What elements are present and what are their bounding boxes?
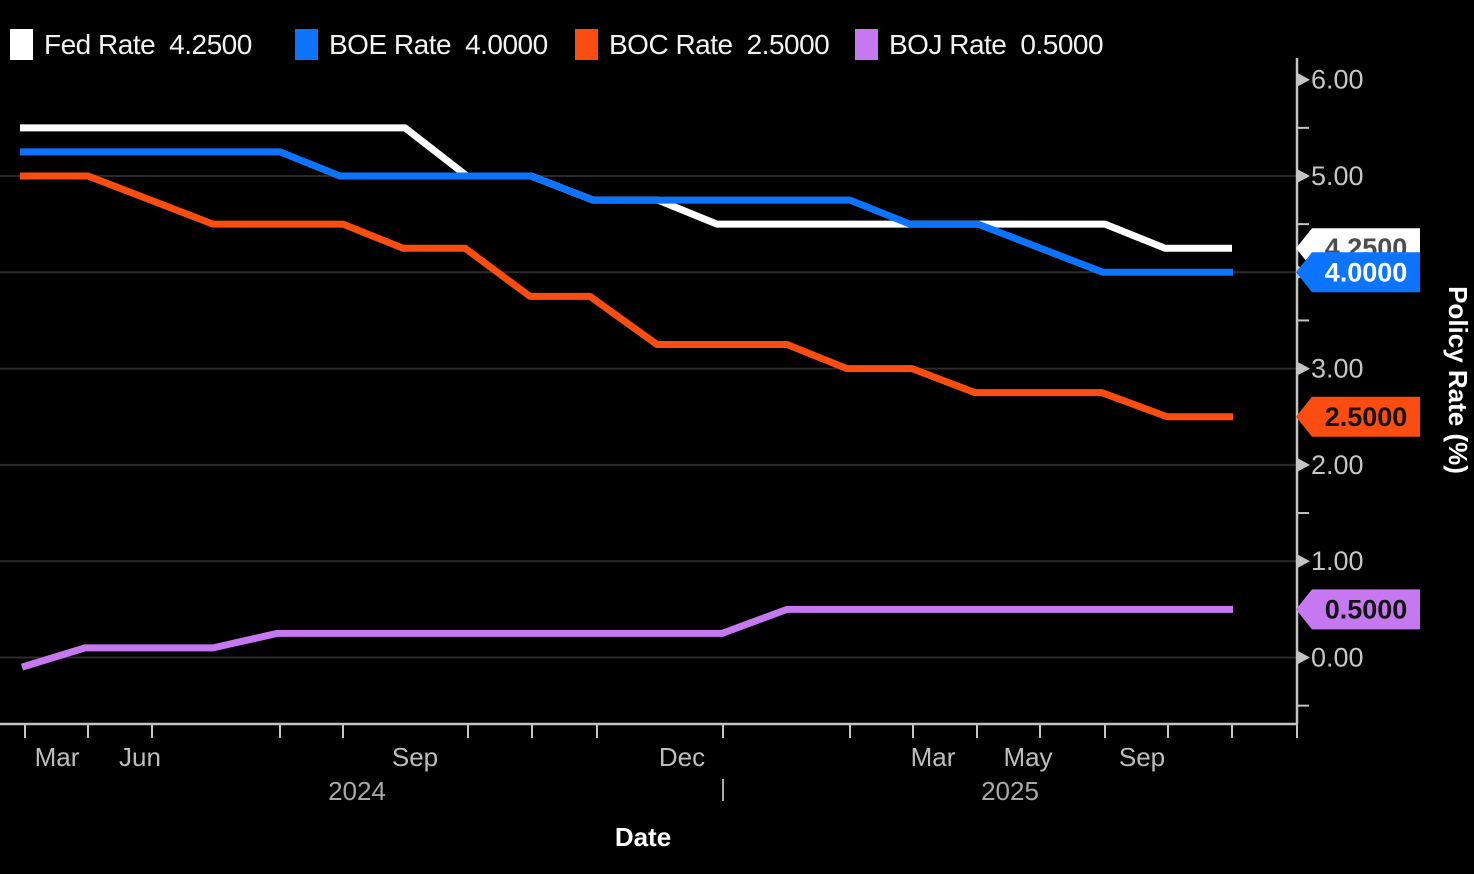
x-tick-label-dec-3: Dec xyxy=(659,742,705,772)
boe-swatch xyxy=(295,29,318,60)
boc-swatch xyxy=(575,29,598,60)
x-tick-label-mar-4: Mar xyxy=(911,742,956,772)
x-tick-label-sep-2: Sep xyxy=(392,742,438,772)
x-axis-title: Date xyxy=(615,822,671,852)
boj-badge-value: 0.5000 xyxy=(1325,594,1408,624)
boe-rate-line xyxy=(20,148,1233,276)
y-tick-arrow-3.00 xyxy=(1297,361,1310,376)
boj-swatch xyxy=(855,29,878,60)
legend-value: 4.2500 xyxy=(169,29,252,60)
boj-rate-line xyxy=(20,605,1233,671)
boc-rate-line xyxy=(20,172,1233,421)
y-tick-arrow-2.00 xyxy=(1297,457,1310,472)
y-tick-label-1.00: 1.00 xyxy=(1311,546,1364,576)
legend-value: 0.5000 xyxy=(1020,29,1104,60)
x-tick-label-may-5: May xyxy=(1003,742,1052,772)
x-tick-label-sep-6: Sep xyxy=(1119,742,1165,772)
legend-item-boe[interactable]: BOE Rate 4.0000 xyxy=(295,29,548,60)
x-tick-label-mar-0: Mar xyxy=(35,742,80,772)
y-tick-arrow-5.00 xyxy=(1297,169,1310,183)
y-tick-arrow-6.00 xyxy=(1297,72,1310,87)
legend-label: BOC Rate xyxy=(609,29,733,60)
legend-value: 4.0000 xyxy=(465,29,548,60)
legend-item-boj[interactable]: BOJ Rate 0.5000 xyxy=(855,29,1104,60)
legend-value: 2.5000 xyxy=(746,29,830,60)
y-axis-title: Policy Rate (%) xyxy=(1443,286,1473,474)
legend-label: BOJ Rate xyxy=(889,29,1007,60)
boe-badge-value: 4.0000 xyxy=(1325,257,1408,287)
y-tick-label-6.00: 6.00 xyxy=(1311,65,1364,95)
boe-badge xyxy=(1296,252,1420,293)
y-tick-label-5.00: 5.00 xyxy=(1311,161,1364,191)
chart-legend: Fed Rate 4.2500 BOE Rate 4.0000 BOC Rate… xyxy=(0,0,1474,72)
fed-rate-line xyxy=(20,124,1232,252)
legend-item-fed[interactable]: Fed Rate 4.2500 xyxy=(10,29,252,60)
legend-item-boc[interactable]: BOC Rate 2.5000 xyxy=(575,29,830,60)
y-tick-label-3.00: 3.00 xyxy=(1311,354,1364,384)
fed-swatch xyxy=(10,29,33,60)
legend-label: Fed Rate xyxy=(44,29,156,60)
year-label-2024: 2024 xyxy=(328,776,386,806)
y-tick-label-0.00: 0.00 xyxy=(1311,643,1364,673)
boj-badge xyxy=(1296,589,1420,630)
year-label-2025: 2025 xyxy=(981,776,1039,806)
boc-badge-value: 2.5000 xyxy=(1325,402,1408,432)
legend-label: BOE Rate xyxy=(329,29,452,60)
y-tick-arrow-0.00 xyxy=(1297,650,1310,665)
y-tick-label-2.00: 2.00 xyxy=(1311,450,1364,480)
x-tick-label-jun-1: Jun xyxy=(119,742,161,772)
y-tick-arrow-1.00 xyxy=(1297,554,1310,569)
boc-badge xyxy=(1296,396,1420,437)
